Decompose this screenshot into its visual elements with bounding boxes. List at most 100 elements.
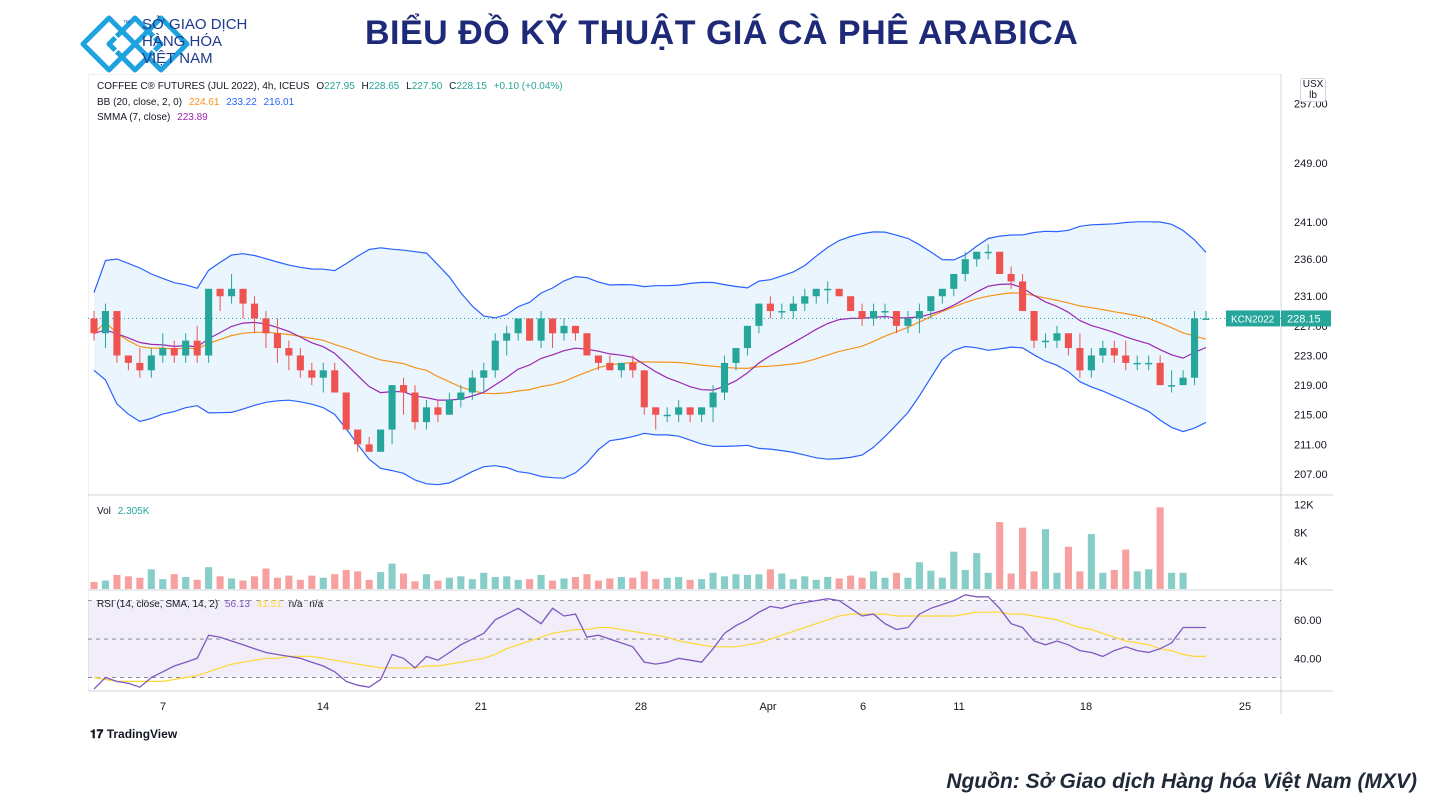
candle-body [858,311,866,319]
volume-bar [1168,572,1176,589]
logo-line-2: HÀNG HÓA [142,33,223,50]
legend-vol: 2.305K [117,506,150,517]
candle-body [709,392,717,408]
chart-area[interactable]: 257.00 249.00 241.00 236.00 231.00 227.00 223.… [87,73,1333,724]
price-tick-label: 249.00 [1294,158,1328,170]
candle-body [388,385,396,430]
volume-bar [789,579,797,589]
volume-bar [503,576,511,589]
volume-bar [984,572,992,589]
candle-body [1133,362,1141,365]
candle-body [526,318,534,341]
volume-bar [892,572,901,589]
candle-body [182,340,190,356]
legend-close-label: C [449,81,457,92]
candle-body [205,288,213,356]
legend-bb-upper: 233.22 [226,97,257,108]
legend-low-label: L [406,81,412,92]
volume-bar [1030,571,1038,589]
volume-bar [927,570,935,589]
exchange-name: SỞ GIAO DỊCH HÀNG HÓA VIỆT NAM [142,16,247,67]
candle-body [617,362,625,371]
candle-body [262,318,270,334]
legend-close: 228.15 [456,81,487,92]
legend-low: 227.50 [411,81,443,92]
volume-bar [182,577,190,589]
candle-body [250,303,259,319]
candle-body [904,318,912,326]
price-chart[interactable]: 257.00249.00241.00236.00231.00227.00223.… [87,73,1333,724]
legend-symbol-row: COFFEE C® FUTURES (JUL 2022), 4h, ICEUS … [97,81,567,92]
candle-body [468,377,476,393]
volume-bar [342,569,350,589]
price-tag [1281,310,1331,327]
candle-body [560,325,568,334]
volume-bar [296,579,304,589]
volume-bar [216,576,224,589]
candle-body [755,303,763,326]
price-tick-label: 219.00 [1294,380,1328,392]
candle-body [778,311,786,313]
candle-body [663,414,671,417]
candle-body [1076,348,1084,371]
volume-bar [457,576,465,589]
volume-bar [526,579,534,589]
volume-bar [560,578,568,589]
candle-body [892,311,901,326]
candle-body [847,296,855,312]
volume-bar [824,577,832,589]
candle-body [1053,333,1061,341]
volume-bar [1145,569,1153,589]
volume-bar [709,572,717,589]
candle-body [824,288,832,291]
volume-bar [1053,572,1061,589]
price-tick-label: 223.00 [1294,350,1328,362]
source-note: Nguồn: Sở Giao dịch Hàng hóa Việt Nam (M… [946,770,1417,793]
price-tag-label: 228.15 [1287,313,1321,325]
volume-bar [399,573,408,589]
candle-body [629,362,637,371]
candle-body [193,340,201,356]
candle-body [973,251,981,260]
candle-body [1064,333,1072,349]
volume-bar [1110,569,1118,589]
volume-bar [869,571,878,589]
volume-bar [652,579,660,589]
candle-body [1030,311,1038,341]
candle-body [422,407,431,423]
rsi-tick-label: 60.00 [1294,615,1322,627]
volume-bar [617,577,625,589]
volume-bar [583,574,591,589]
symbol-tag-label: KCN2022 [1231,314,1275,325]
currency-unit-button[interactable]: USX lb [1300,78,1326,102]
candle-body [812,288,820,297]
candle-body [90,318,98,334]
x-tick-label: 18 [1080,701,1092,713]
candle-body [147,355,155,371]
candle-body [1145,362,1153,365]
candle-body [675,407,683,415]
volume-bar [319,577,327,589]
volume-bar [675,577,683,589]
legend-bb-row: BB (20, close, 2, 0) 224.61 233.22 216.0… [97,97,298,108]
volume-bar [778,573,786,589]
candle-body [285,348,293,356]
volume-bar [411,581,419,589]
candle-body [686,407,694,415]
volume-bar [537,574,545,589]
candle-body [124,355,132,363]
legend-symbol: COFFEE C® FUTURES (JUL 2022), 4h, ICEUS [97,81,310,92]
volume-bar [743,574,751,589]
candle-body [342,392,350,430]
logo-line-1: SỞ GIAO DỊCH [142,16,248,33]
candle-body [915,311,923,319]
volume-tick-label: 12K [1294,499,1314,511]
candle-body [159,348,167,356]
legend-rsi-row: RSI (14, close, SMA, 14, 2) 56.13 41.51 … [97,599,327,610]
volume-bar [273,577,281,589]
volume-bar [434,580,442,589]
candle-body [720,362,729,393]
legend-rsi-ma: 41.51 [256,599,282,610]
volume-bar [594,580,602,589]
volume-bar [1099,572,1107,589]
